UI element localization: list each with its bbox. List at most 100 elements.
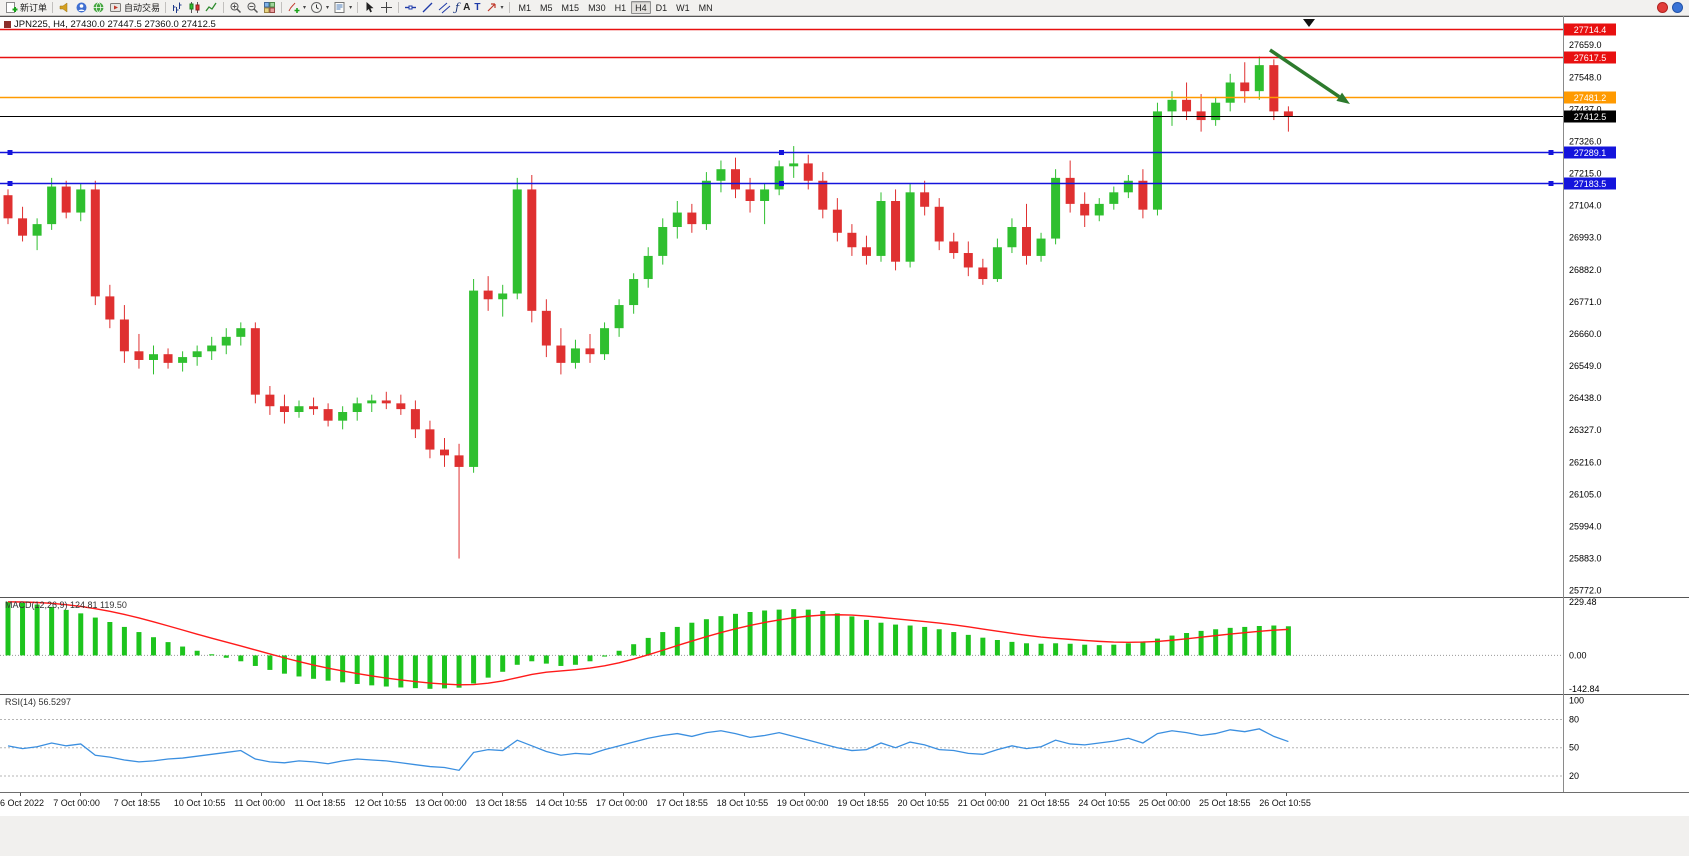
dropdown-caret-icon: ▾ xyxy=(500,4,504,11)
toolbar-separator xyxy=(165,2,167,13)
price-tag xyxy=(1564,110,1616,123)
line-handle[interactable] xyxy=(779,150,784,155)
time-axis-label: 13 Oct 00:00 xyxy=(415,798,467,808)
price-level-line-27412.5[interactable]: 27412.5 xyxy=(0,110,1616,123)
rsi-pane[interactable]: 100 80 50 20 xyxy=(0,694,1689,792)
fibonacci-button[interactable]: ƒ xyxy=(453,0,461,15)
rsi-axis-label: 50 xyxy=(1569,743,1579,753)
price-axis-label: 26438.0 xyxy=(1569,393,1602,403)
time-axis-label: 7 Oct 18:55 xyxy=(113,798,161,808)
templates-button[interactable]: ▾ xyxy=(331,0,354,15)
macd-label: MACD(12,26,9) 124.81 119.50 xyxy=(5,600,127,610)
price-axis-label: 27548.0 xyxy=(1569,72,1602,82)
macd-axis-label: 0.00 xyxy=(1569,650,1587,660)
line-chart-button[interactable] xyxy=(203,0,220,15)
globe-icon xyxy=(92,1,105,14)
price-level-line-27183.5[interactable]: 27183.5 xyxy=(0,177,1616,190)
sound-alert-button[interactable] xyxy=(56,0,73,15)
line-handle[interactable] xyxy=(7,181,13,186)
line-handle[interactable] xyxy=(1548,150,1554,155)
horizontal-line-button[interactable] xyxy=(402,0,419,15)
channel-icon xyxy=(438,1,451,14)
price-level-line-27714.4[interactable]: 27714.4 xyxy=(0,23,1616,36)
rsi-line xyxy=(7,728,1289,772)
candlestick-chart-button[interactable] xyxy=(186,0,203,15)
main-chart-pane[interactable]: 27659.0 27548.0 27437.0 27326.0 27215.0 27104… xyxy=(0,16,1689,597)
tile-windows-button[interactable] xyxy=(261,0,278,15)
zoom-out-button[interactable] xyxy=(244,0,261,15)
timeframe-button-w1[interactable]: W1 xyxy=(676,3,690,13)
cursor-icon xyxy=(363,1,376,14)
bar-chart-icon xyxy=(171,1,184,14)
price-tag-label: 27289.1 xyxy=(1574,148,1607,158)
chat-icon[interactable] xyxy=(1672,2,1683,13)
chart-window[interactable]: JPN225, H4, 27430.0 27447.5 27360.0 2741… xyxy=(0,16,1689,856)
price-tag-label: 27481.2 xyxy=(1574,93,1607,103)
timeframe-button-h4[interactable]: H4 xyxy=(631,1,651,14)
arrow-tool-icon xyxy=(485,1,498,14)
timeframe-button-h1[interactable]: H1 xyxy=(614,3,627,13)
price-tag xyxy=(1564,91,1616,104)
price-level-line-27617.5[interactable]: 27617.5 xyxy=(0,51,1616,64)
timeframe-button-m5[interactable]: M5 xyxy=(540,3,553,13)
line-handle[interactable] xyxy=(779,181,784,186)
megaphone-icon xyxy=(58,1,71,14)
timeframe-button-m30[interactable]: M30 xyxy=(588,3,606,13)
timeframe-button-d1[interactable]: D1 xyxy=(655,3,668,13)
price-tag-label: 27714.4 xyxy=(1574,25,1607,35)
price-tag-label: 27412.5 xyxy=(1574,112,1607,122)
price-level-line-27481.2[interactable]: 27481.2 xyxy=(0,91,1616,104)
arrows-tool-button[interactable]: ▾ xyxy=(483,0,506,15)
label-tool-button[interactable]: T xyxy=(472,0,482,15)
market-button[interactable] xyxy=(90,0,107,15)
timeframe-toolbar: M1 M5 M15 M30 H1 H4 D1 W1 MN xyxy=(515,1,717,14)
autotrading-icon xyxy=(109,1,122,14)
line-handle[interactable] xyxy=(1548,181,1554,186)
rsi-label: RSI(14) 56.5297 xyxy=(5,697,72,707)
time-axis-label: 18 Oct 10:55 xyxy=(716,798,769,808)
price-axis-label: 27215.0 xyxy=(1569,169,1602,179)
indicators-icon xyxy=(287,1,300,14)
periods-button[interactable]: ▾ xyxy=(308,0,331,15)
time-axis-label: 11 Oct 18:55 xyxy=(294,798,346,808)
indicators-button[interactable]: ▾ xyxy=(285,0,308,15)
channel-button[interactable] xyxy=(436,0,453,15)
price-axis-label: 27104.0 xyxy=(1569,201,1602,211)
chart-title: JPN225, H4, 27430.0 27447.5 27360.0 2741… xyxy=(4,19,216,30)
horizontal-line-icon xyxy=(404,1,417,14)
timeframe-button-m1[interactable]: M1 xyxy=(518,3,532,13)
price-tag-label: 27183.5 xyxy=(1574,179,1607,189)
autotrading-button[interactable]: 自动交易 xyxy=(107,0,162,15)
notification-icon[interactable] xyxy=(1657,2,1668,13)
chart-shift-marker[interactable] xyxy=(1303,19,1315,27)
person-icon xyxy=(75,1,88,14)
community-button[interactable] xyxy=(73,0,90,15)
trendline-button[interactable] xyxy=(419,0,436,15)
crosshair-button[interactable] xyxy=(378,0,395,15)
price-axis-label: 25772.0 xyxy=(1569,586,1602,596)
text-tool-button[interactable]: A xyxy=(461,0,472,15)
timeframe-button-m15[interactable]: M15 xyxy=(561,3,580,13)
zoom-in-button[interactable] xyxy=(227,0,244,15)
dropdown-caret-icon: ▾ xyxy=(349,4,353,11)
time-axis-label: 7 Oct 00:00 xyxy=(53,798,100,808)
time-axis-label: 19 Oct 00:00 xyxy=(776,798,829,808)
line-handle[interactable] xyxy=(7,150,13,155)
price-axis[interactable]: 27659.0 27548.0 27437.0 27326.0 27215.0 27104… xyxy=(1569,40,1602,595)
new-order-button[interactable]: 新订单 xyxy=(3,0,49,15)
bar-chart-button[interactable] xyxy=(169,0,186,15)
price-axis-label: 27326.0 xyxy=(1569,136,1602,146)
toolbar-badges xyxy=(1657,2,1686,13)
toolbar-separator xyxy=(223,2,225,13)
zoom-in-icon xyxy=(229,1,242,14)
price-level-line-27289.1[interactable]: 27289.1 xyxy=(0,146,1616,159)
timeframe-button-mn[interactable]: MN xyxy=(698,3,713,13)
new-order-icon xyxy=(5,1,18,14)
candlestick-chart-icon xyxy=(188,1,201,14)
macd-pane[interactable]: 229.48 0.00 -142.84 xyxy=(0,597,1689,694)
trendline-icon xyxy=(421,1,434,14)
time-axis-label: 6 Oct 2022 xyxy=(0,798,45,808)
time-axis[interactable]: 6 Oct 2022 7 Oct 00:00 7 Oct 18:55 10 Oct 1… xyxy=(0,792,1689,816)
cursor-button[interactable] xyxy=(361,0,378,15)
trend-arrow-annotation[interactable] xyxy=(1269,48,1350,104)
